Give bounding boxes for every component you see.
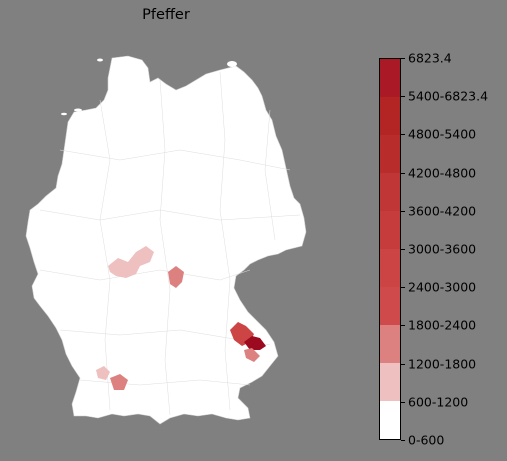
colorbar-segment — [380, 362, 400, 401]
region-main-franken — [168, 266, 184, 288]
colorbar-tick — [401, 210, 405, 212]
colorbar — [379, 58, 401, 440]
colorbar-tick — [401, 96, 405, 98]
colorbar-label: 4800-5400 — [408, 126, 477, 142]
colorbar-label: 600-1200 — [408, 394, 469, 410]
region-ostbayern-grenze — [244, 336, 266, 350]
colorbar-segment — [380, 210, 400, 249]
map-title: Pfeffer — [142, 7, 190, 23]
colorbar-tick — [401, 249, 405, 250]
colorbar-tick — [401, 287, 405, 289]
region-schwarzwald — [96, 366, 110, 380]
colorbar-segment — [380, 134, 400, 173]
north-islands — [61, 58, 237, 116]
colorbar-segment — [380, 58, 400, 97]
district-borders — [39, 71, 301, 416]
colorbar-tick — [401, 440, 405, 441]
colorbar-label: 1200-1800 — [408, 356, 477, 372]
colorbar-tick — [401, 172, 405, 174]
colorbar-segment — [380, 248, 400, 287]
colorbar-segment — [380, 400, 400, 439]
region-nordwest — [108, 246, 154, 278]
region-ostbayern-sued — [244, 348, 260, 362]
colorbar-label: 4200-4800 — [408, 165, 477, 181]
colorbar-segment — [380, 172, 400, 211]
colorbar-label: 3000-3600 — [408, 241, 477, 257]
colorbar-label: 6823.4 — [408, 50, 452, 66]
colorbar-label: 5400-6823.4 — [408, 88, 489, 104]
colorbar-segment — [380, 286, 400, 325]
colorbar-label: 0-600 — [408, 432, 445, 448]
region-suedwest — [110, 374, 128, 390]
colorbar-label: 2400-3000 — [408, 279, 477, 295]
colorbar-tick — [401, 134, 405, 136]
colorbar-tick — [401, 325, 405, 327]
colorbar-label: 3600-4200 — [408, 203, 477, 219]
colorbar-tick — [401, 363, 405, 365]
colorbar-label: 1800-2400 — [408, 317, 477, 333]
colorbar-segment — [380, 324, 400, 363]
colorbar-segment — [380, 96, 400, 135]
colorbar-tick — [401, 58, 405, 59]
colorbar-tick — [401, 401, 405, 403]
